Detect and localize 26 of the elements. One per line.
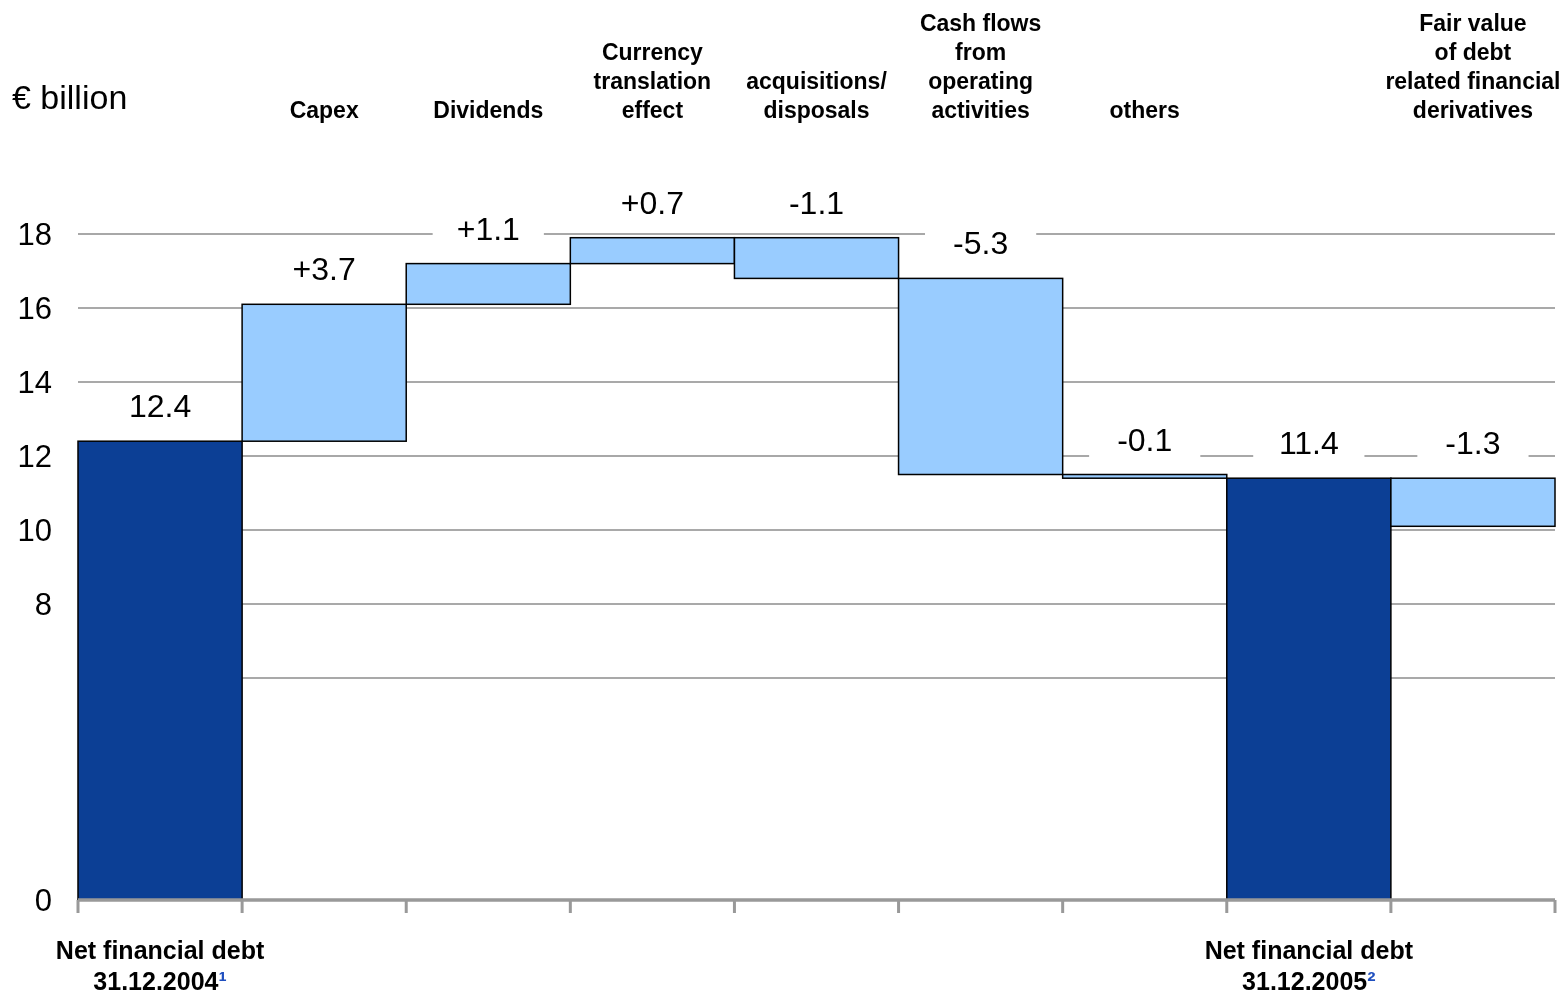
- y-tick-label: 12: [17, 439, 52, 475]
- data-label: -0.1: [1117, 421, 1173, 458]
- x-tick-label: Capex: [289, 97, 359, 123]
- x-tick-label: Dividends: [433, 97, 544, 123]
- data-label: 12.4: [128, 388, 192, 425]
- y-tick-label: 16: [17, 291, 52, 327]
- y-tick-label: 8: [34, 587, 52, 623]
- y-axis-title: € billion: [12, 78, 128, 116]
- data-label: +0.7: [620, 184, 684, 221]
- x-tick-label: Currency translation effect: [593, 39, 712, 123]
- x-tick-label: Fair value of debt related financial derivatives: [1385, 10, 1561, 123]
- y-tick-label: 14: [17, 365, 52, 401]
- x-tick-label: Net financial debt 31.12.2004¹: [55, 936, 265, 995]
- data-label: +3.7: [292, 251, 356, 288]
- data-label: -1.3: [1445, 425, 1501, 462]
- data-label: +1.1: [456, 210, 520, 247]
- data-label: -1.1: [788, 184, 845, 221]
- data-label: 11.4: [1278, 425, 1339, 462]
- y-tick-label: 18: [17, 217, 52, 253]
- y-tick-label: 0: [34, 883, 52, 919]
- data-label: -5.3: [953, 225, 1009, 262]
- y-tick-label: 10: [17, 513, 52, 549]
- x-tick-label: acquisitions/ disposals: [746, 68, 888, 123]
- x-tick-label: Cash flows from operating activities: [919, 10, 1042, 123]
- x-tick-label: others: [1109, 97, 1180, 123]
- x-tick-label: Net financial debt 31.12.2005²: [1204, 936, 1414, 995]
